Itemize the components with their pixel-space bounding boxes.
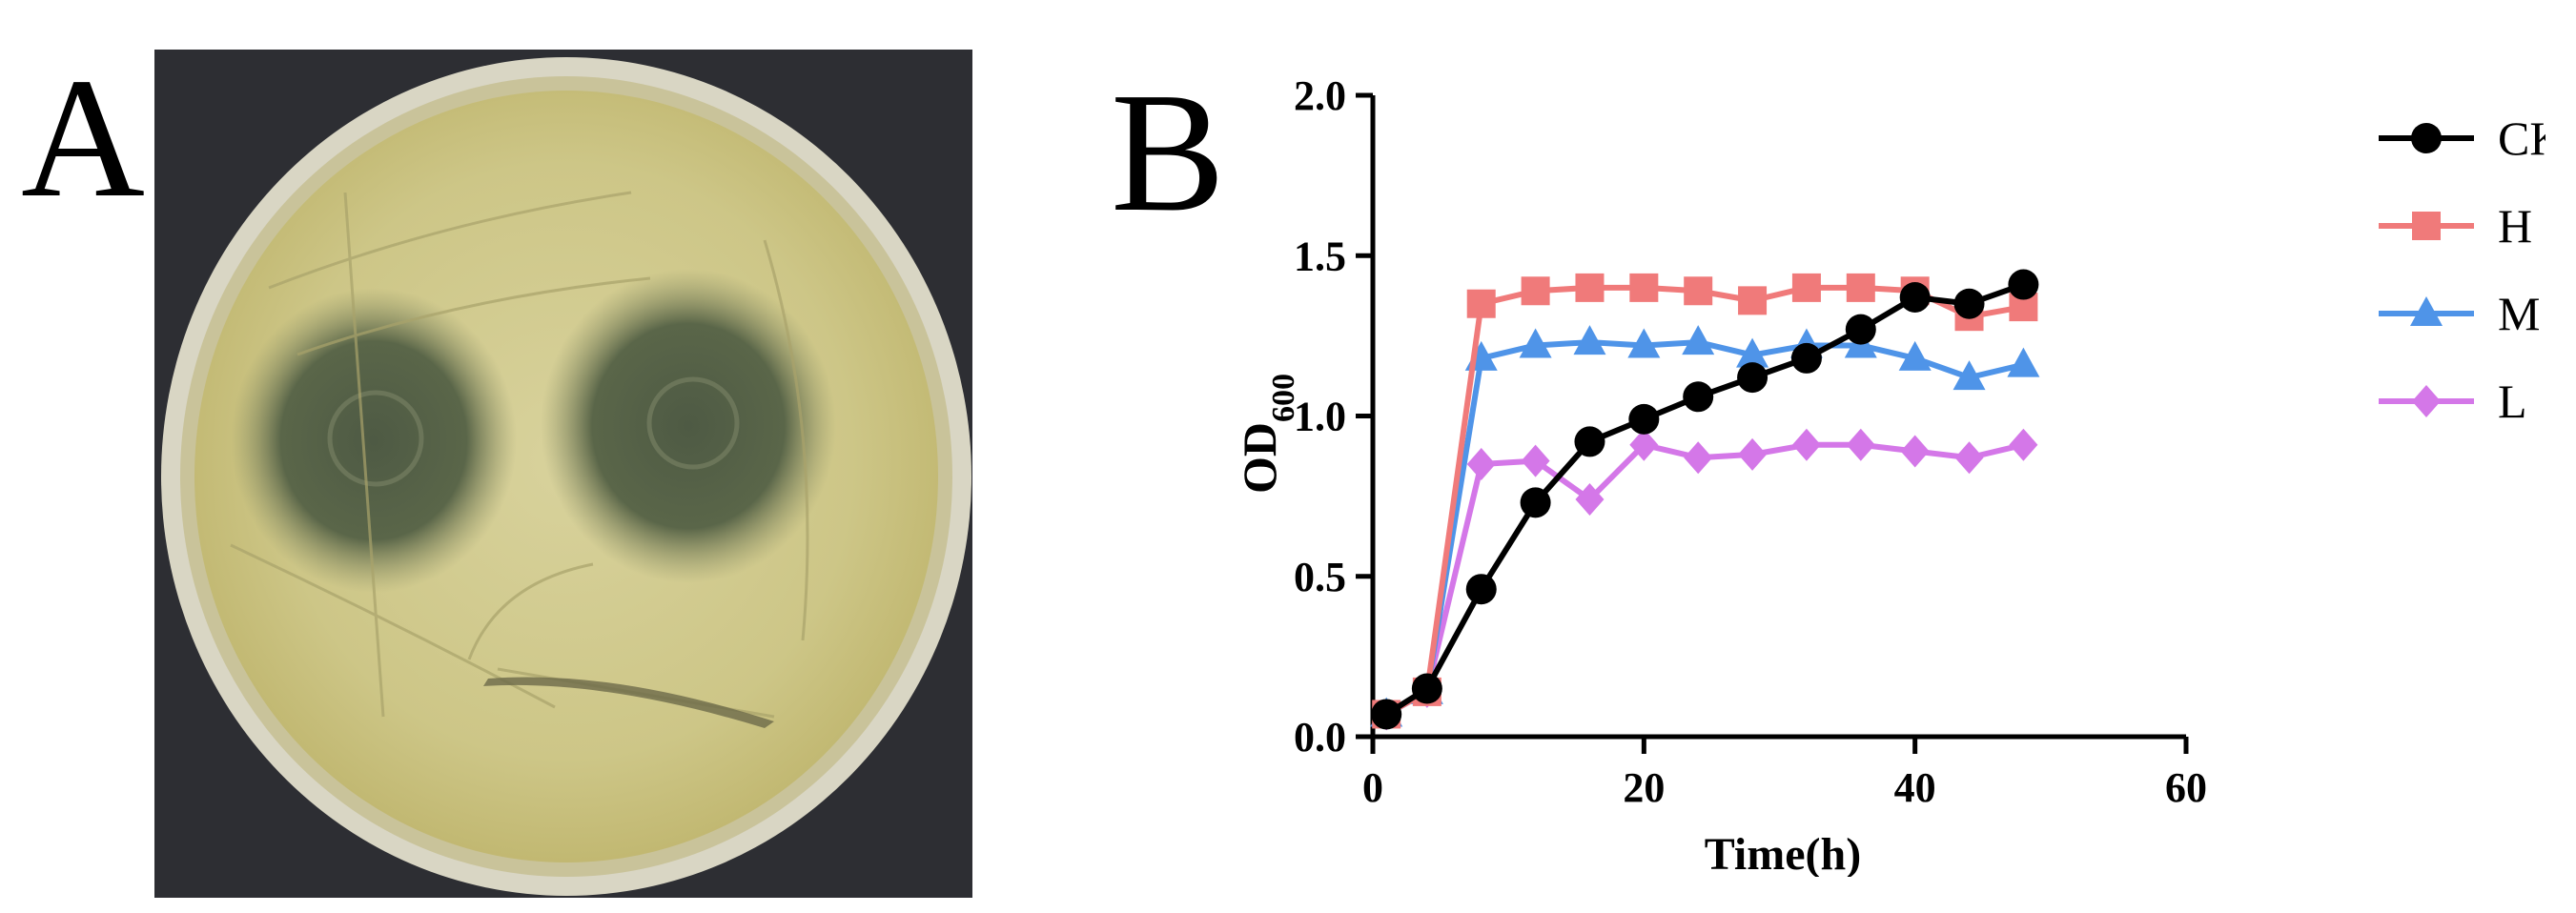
x-tick-label: 0 [1362,764,1383,811]
data-point-l [1629,428,1659,461]
data-point-ck [1465,574,1497,605]
y-tick-label: 2.0 [1294,72,1346,119]
data-point-h [1629,273,1659,302]
data-point-ck [1574,426,1605,457]
legend-label: CK [2498,112,2545,165]
data-point-l [1684,441,1713,475]
legend-marker [2410,296,2443,326]
data-point-l [1791,428,1821,461]
legend-marker [2411,123,2442,153]
data-point-ck [1628,403,1660,435]
inhibition-zone-left [231,288,517,593]
y-axis-label-main: OD [1233,422,1286,494]
data-point-l [1738,437,1768,471]
data-point-m [1627,328,1661,358]
data-point-l [1575,482,1605,516]
legend-label: L [2498,375,2527,428]
data-point-m [1898,340,1932,371]
data-point-ck [1520,487,1551,518]
growth-chart: 0 20 40 60 0.0 0.5 1.0 1.5 2.0 CK HML Time(h) OD6… [1233,72,2545,877]
petri-dish-photo [154,50,972,898]
data-point-ck [1371,699,1402,730]
data-point-m [1952,360,1986,391]
legend-item-ck: CK [2379,112,2545,165]
data-point-h [1791,273,1821,302]
chart-legend: CK HML [2379,112,2545,428]
data-point-m [1682,325,1715,355]
x-tick-label: 40 [1894,764,1936,811]
data-point-ck [1790,342,1822,374]
data-point-ck [1737,362,1768,394]
data-point-l [1846,428,1875,461]
data-point-h [1684,276,1713,306]
data-point-m [2007,347,2040,377]
legend-marker [2412,385,2441,417]
y-tick-label: 1.0 [1294,394,1346,440]
data-point-m [1519,328,1552,358]
x-axis-label: Time(h) [1705,829,1861,877]
legend-item-l: L [2379,375,2527,428]
chart-axes: 0 20 40 60 0.0 0.5 1.0 1.5 2.0 [1294,72,2207,811]
y-tick-label: 0.5 [1294,554,1346,600]
panel-label-a: A [21,43,145,233]
y-axis-label-subscript: 600 [1266,374,1301,422]
data-point-h [1575,273,1605,302]
data-point-l [2009,428,2038,461]
data-point-l [1900,435,1930,468]
x-tick-label: 20 [1623,764,1665,811]
legend-label: H [2498,199,2532,253]
legend-marker [2412,212,2441,240]
y-tick-label: 0.0 [1294,714,1346,761]
data-point-ck [1683,381,1714,413]
data-point-m [1573,325,1606,355]
y-tick-label: 1.5 [1294,233,1346,279]
data-point-ck [1411,673,1442,704]
data-point-l [1521,444,1550,477]
data-point-ck [1845,314,1876,345]
petri-dish-illustration [154,50,972,898]
data-point-h [1738,286,1768,315]
chart-series [1370,269,2040,731]
data-point-ck [1899,281,1931,313]
data-point-h [1466,289,1496,318]
panel-label-b: B [1111,57,1226,247]
disc-left [327,390,424,487]
legend-label: M [2498,287,2540,340]
legend-item-m: M [2379,287,2540,340]
data-point-l [1954,441,1984,475]
x-tick-label: 60 [2165,764,2207,811]
legend-item-h: H [2379,199,2532,253]
data-point-h [1846,273,1875,302]
data-point-ck [1953,288,1985,319]
data-point-l [1466,447,1496,480]
data-point-m [1736,337,1769,368]
data-point-h [1521,276,1550,306]
y-axis-label: OD600 [1233,374,1301,494]
series-ck [1371,269,2039,730]
inhibition-zone-right [541,269,836,583]
disc-right [646,376,740,470]
data-point-ck [2008,269,2039,300]
streak-line [483,677,774,728]
